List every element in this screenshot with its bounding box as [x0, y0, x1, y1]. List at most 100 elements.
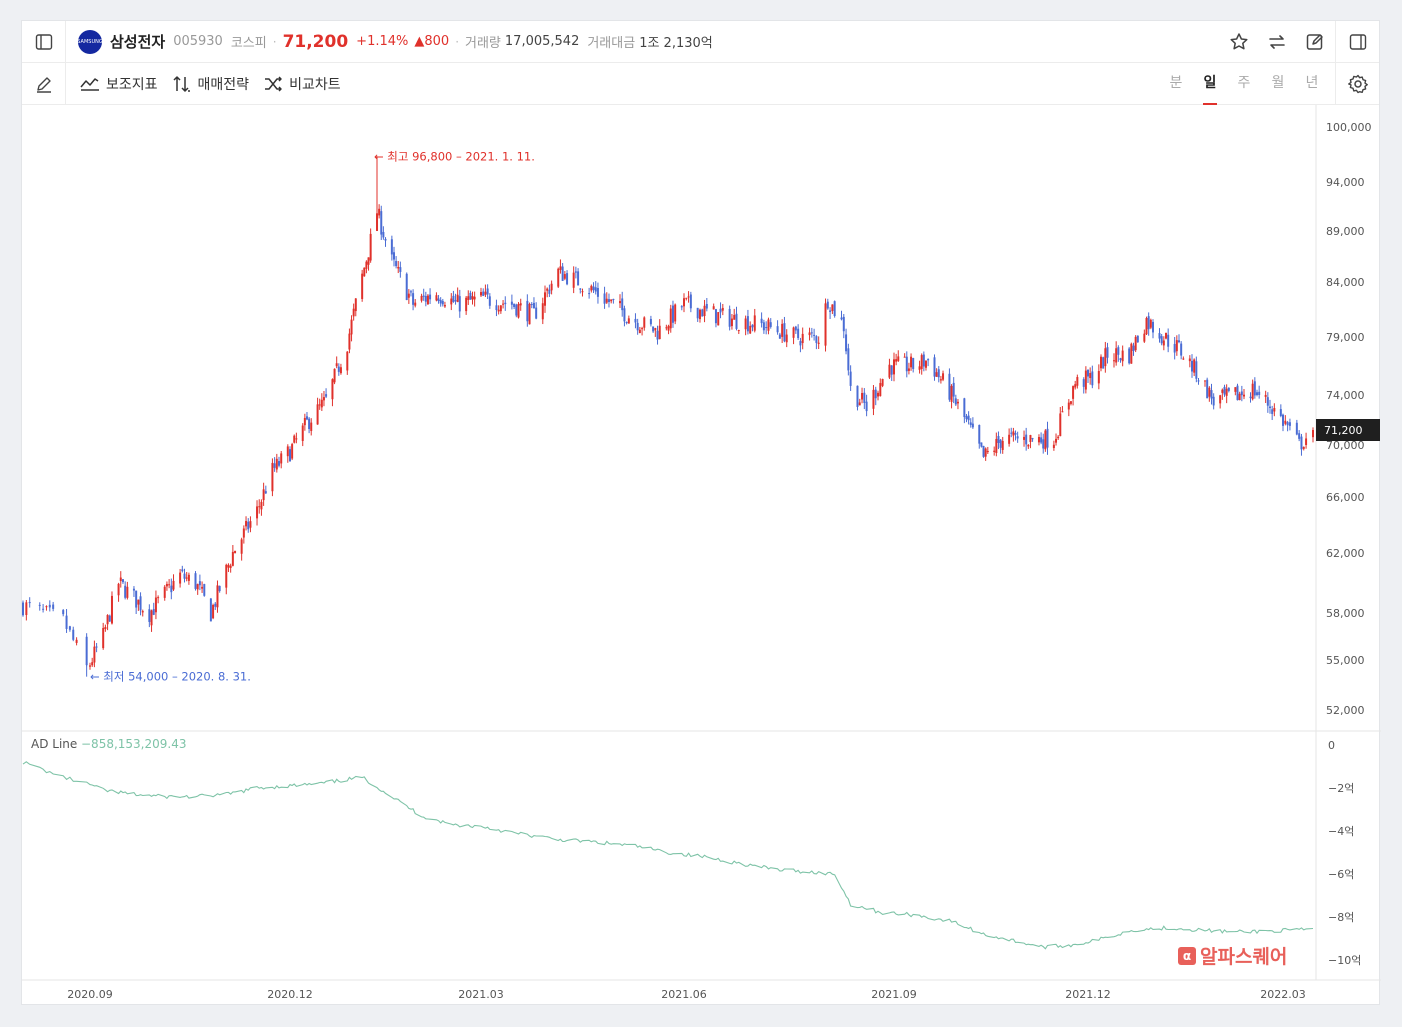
tab-minute[interactable]: 분	[1169, 74, 1183, 91]
candle	[293, 434, 296, 444]
candle	[995, 432, 998, 457]
candle-body	[72, 629, 75, 640]
candle-body	[897, 356, 900, 361]
candle-body	[638, 329, 641, 333]
candle	[91, 657, 94, 667]
candle-body	[310, 422, 313, 431]
settings-button[interactable]	[1335, 62, 1379, 105]
candle-body	[610, 299, 613, 302]
strategy-button[interactable]: 매매전략	[172, 74, 249, 94]
candle-body	[405, 273, 408, 301]
candle	[435, 292, 438, 302]
candle-body	[1059, 413, 1062, 437]
candle	[933, 354, 936, 381]
candle-body	[550, 283, 553, 291]
candle	[325, 388, 328, 399]
tab-week[interactable]: 주	[1237, 74, 1251, 91]
candle-body	[1052, 444, 1055, 448]
candle	[671, 300, 674, 328]
candle	[504, 296, 507, 311]
price-tick-label: 94,000	[1326, 176, 1365, 189]
candle	[320, 393, 323, 412]
candle-body	[1136, 335, 1139, 343]
candle	[337, 363, 340, 376]
candle-body	[1256, 392, 1258, 396]
candle	[1027, 444, 1030, 449]
indicators-button[interactable]: 보조지표	[80, 74, 158, 94]
candle	[1180, 341, 1183, 360]
candle	[561, 262, 564, 281]
candle-body	[566, 273, 569, 285]
candle-body	[1178, 340, 1180, 343]
candle	[72, 626, 75, 642]
swap-icon[interactable]	[1267, 32, 1287, 52]
candle-body	[121, 579, 124, 583]
candle	[1243, 389, 1245, 400]
candle	[275, 453, 278, 473]
candle-body	[1264, 394, 1267, 397]
candle	[749, 321, 752, 335]
candle-body	[845, 334, 848, 352]
candle	[1132, 342, 1135, 356]
candle	[231, 545, 234, 567]
candle	[986, 446, 989, 454]
candle-body	[392, 252, 395, 260]
candle-body	[849, 371, 852, 386]
candle-body	[737, 330, 740, 332]
candle-body	[980, 442, 983, 447]
candle	[502, 300, 505, 309]
drawing-button[interactable]	[22, 62, 66, 105]
candle-body	[1061, 411, 1064, 413]
candle-body	[762, 322, 765, 331]
candle	[484, 284, 487, 298]
candle-body	[397, 266, 400, 269]
candle	[1069, 401, 1072, 406]
candle-body	[1191, 360, 1193, 372]
star-icon[interactable]	[1229, 32, 1249, 52]
candle	[139, 592, 142, 616]
candle	[634, 313, 637, 329]
candle	[1010, 427, 1013, 438]
chart-area[interactable]: 100,000 94,000 89,000 84,000 79,000 74,000 70,…	[22, 105, 1381, 1005]
candle	[216, 580, 219, 613]
candle-body	[48, 604, 51, 608]
candle	[872, 385, 875, 416]
candle-body	[231, 551, 234, 566]
candle-body	[594, 287, 597, 292]
candle	[301, 423, 304, 447]
candle	[1128, 347, 1131, 365]
edit-icon[interactable]	[1305, 32, 1325, 52]
candle	[1106, 342, 1109, 364]
tab-year[interactable]: 년	[1305, 74, 1319, 91]
candle-body	[361, 273, 364, 299]
tab-month[interactable]: 월	[1271, 74, 1285, 91]
candle	[104, 624, 107, 632]
candle-body	[132, 588, 135, 591]
candle	[93, 640, 96, 668]
compare-button[interactable]: 비교차트	[263, 74, 341, 94]
candle-body	[939, 379, 942, 381]
candle-body	[275, 458, 278, 470]
panel-toggle-button[interactable]	[1335, 20, 1379, 63]
candle-body	[414, 302, 417, 306]
compare-label: 비교차트	[289, 76, 341, 93]
candle-body	[1212, 396, 1215, 406]
price-axis: 100,000 94,000 89,000 84,000 79,000 74,000 70,…	[1326, 121, 1372, 717]
tab-day[interactable]: 일	[1193, 63, 1227, 105]
candle	[610, 299, 613, 304]
candle-body	[62, 610, 65, 615]
time-tick-label: 2021.12	[1065, 988, 1111, 1001]
candle-body	[141, 611, 144, 613]
watermark: α 알파스퀘어	[1178, 942, 1287, 969]
candle	[1102, 356, 1105, 369]
candle-body	[407, 293, 410, 298]
candle-body	[543, 292, 546, 306]
candle	[1188, 355, 1191, 368]
candle	[1208, 386, 1211, 402]
candle	[1284, 415, 1287, 426]
sidebar-toggle-button[interactable]	[22, 20, 66, 63]
candle	[605, 292, 608, 304]
candle	[813, 328, 816, 341]
candle	[316, 397, 319, 425]
candle-body	[1223, 386, 1226, 395]
